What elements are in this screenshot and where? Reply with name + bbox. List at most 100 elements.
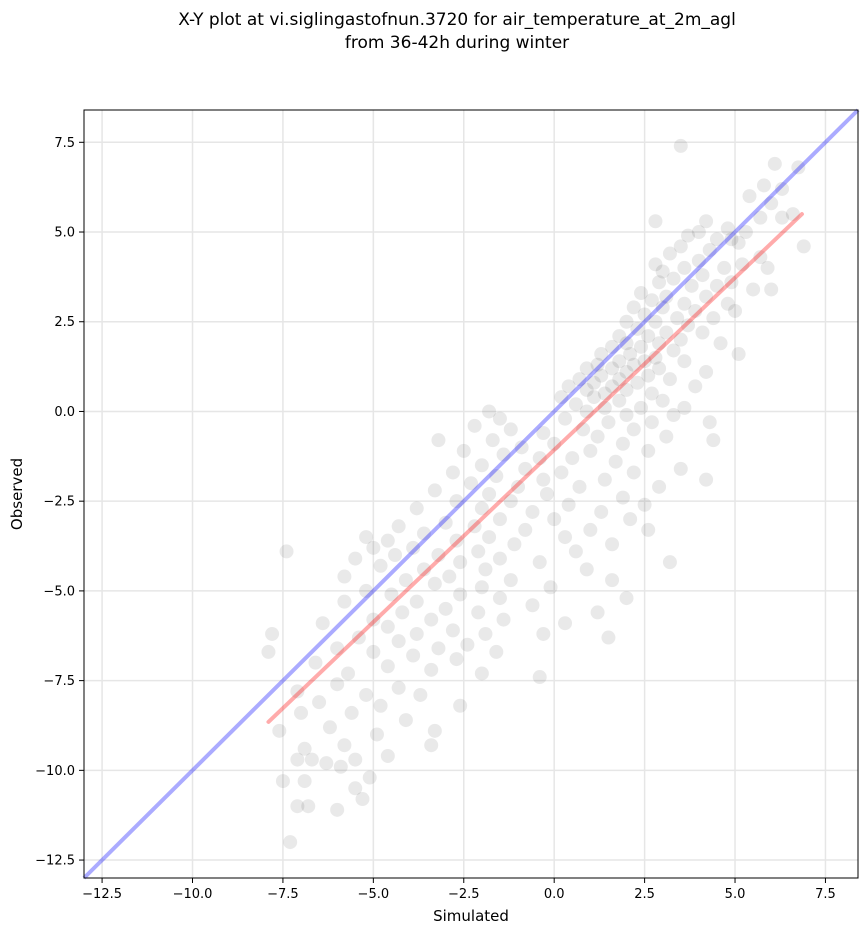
data-point	[312, 695, 327, 710]
data-point	[791, 160, 806, 175]
data-point	[561, 379, 576, 394]
data-point	[691, 225, 706, 240]
data-point	[532, 451, 547, 466]
data-point	[449, 494, 464, 509]
y-axis-label: Observed	[8, 458, 26, 530]
data-point	[637, 354, 652, 369]
data-point	[728, 303, 743, 318]
data-point	[413, 687, 428, 702]
data-point	[706, 311, 721, 326]
y-tick-label: −2.5	[43, 495, 75, 510]
chart-title-line-2: from 36-42h during winter	[345, 33, 569, 53]
data-point	[304, 752, 319, 767]
data-point	[416, 562, 431, 577]
data-point	[366, 612, 381, 627]
data-point	[717, 260, 732, 275]
data-point	[464, 476, 478, 491]
data-point	[438, 601, 453, 616]
data-point	[615, 490, 630, 505]
data-point	[695, 268, 710, 283]
data-point	[666, 408, 681, 423]
plot-frame	[83, 109, 859, 879]
data-point	[709, 232, 724, 247]
data-point	[673, 239, 688, 254]
data-point	[677, 354, 692, 369]
data-point	[337, 738, 352, 753]
data-point	[503, 573, 518, 588]
data-point	[308, 655, 323, 670]
data-point	[641, 522, 656, 537]
data-point	[695, 325, 710, 340]
data-point	[431, 548, 446, 563]
data-point	[572, 479, 587, 494]
data-point	[735, 257, 750, 272]
data-point	[688, 303, 703, 318]
data-point	[453, 555, 468, 570]
x-tick-label: −10.0	[173, 887, 213, 902]
data-point	[558, 411, 573, 426]
data-point	[670, 311, 685, 326]
data-point	[380, 659, 395, 674]
y-tick-label: 7.5	[54, 136, 75, 151]
data-point	[536, 472, 551, 487]
data-point	[543, 580, 558, 595]
data-point	[568, 397, 583, 412]
data-point	[626, 422, 641, 437]
y-axis-ticks: −12.5 −10.0 −7.5 −5.0 −2.5 0.0 2.5 5.0 7.5	[35, 136, 84, 869]
data-point	[637, 497, 652, 512]
data-point	[290, 684, 305, 699]
data-point	[474, 501, 489, 516]
data-point	[619, 364, 634, 379]
data-point	[612, 372, 627, 387]
data-point	[583, 443, 598, 458]
data-point	[485, 433, 500, 448]
data-point	[576, 422, 591, 437]
data-point	[691, 253, 706, 268]
data-point	[315, 616, 330, 631]
data-point	[391, 519, 406, 534]
scatter-points	[261, 138, 811, 850]
data-point	[605, 573, 620, 588]
data-point	[681, 318, 696, 333]
data-point	[431, 641, 446, 656]
y-tick-label: −10.0	[35, 764, 75, 779]
data-point	[467, 519, 482, 534]
data-point	[492, 411, 507, 426]
data-point	[275, 774, 290, 789]
data-point	[337, 569, 352, 584]
data-point	[648, 314, 663, 329]
data-point	[641, 443, 656, 458]
data-point	[409, 594, 424, 609]
data-point	[637, 307, 652, 322]
data-point	[427, 723, 442, 738]
data-point	[565, 451, 580, 466]
x-tick-label: 2.5	[634, 887, 655, 902]
data-point	[655, 264, 670, 279]
data-point	[398, 573, 413, 588]
data-point	[532, 670, 547, 685]
data-point	[279, 544, 294, 559]
data-point	[652, 275, 667, 290]
data-point	[605, 339, 620, 354]
data-point	[460, 637, 475, 652]
data-point	[673, 332, 688, 347]
data-point	[644, 415, 659, 430]
data-point	[767, 156, 782, 171]
data-point	[478, 626, 493, 641]
data-point	[699, 214, 714, 229]
data-point	[467, 418, 482, 433]
data-point	[662, 246, 677, 261]
fit-line	[266, 212, 804, 724]
data-point	[554, 465, 569, 480]
data-point	[453, 587, 468, 602]
data-point	[623, 512, 638, 527]
data-point	[677, 400, 692, 415]
data-point	[366, 540, 381, 555]
data-point	[619, 314, 634, 329]
data-point	[456, 443, 471, 458]
data-point	[409, 501, 424, 516]
data-point	[322, 720, 337, 735]
y-tick-label: −5.0	[43, 584, 75, 599]
data-point	[330, 802, 345, 817]
data-point	[619, 336, 634, 351]
